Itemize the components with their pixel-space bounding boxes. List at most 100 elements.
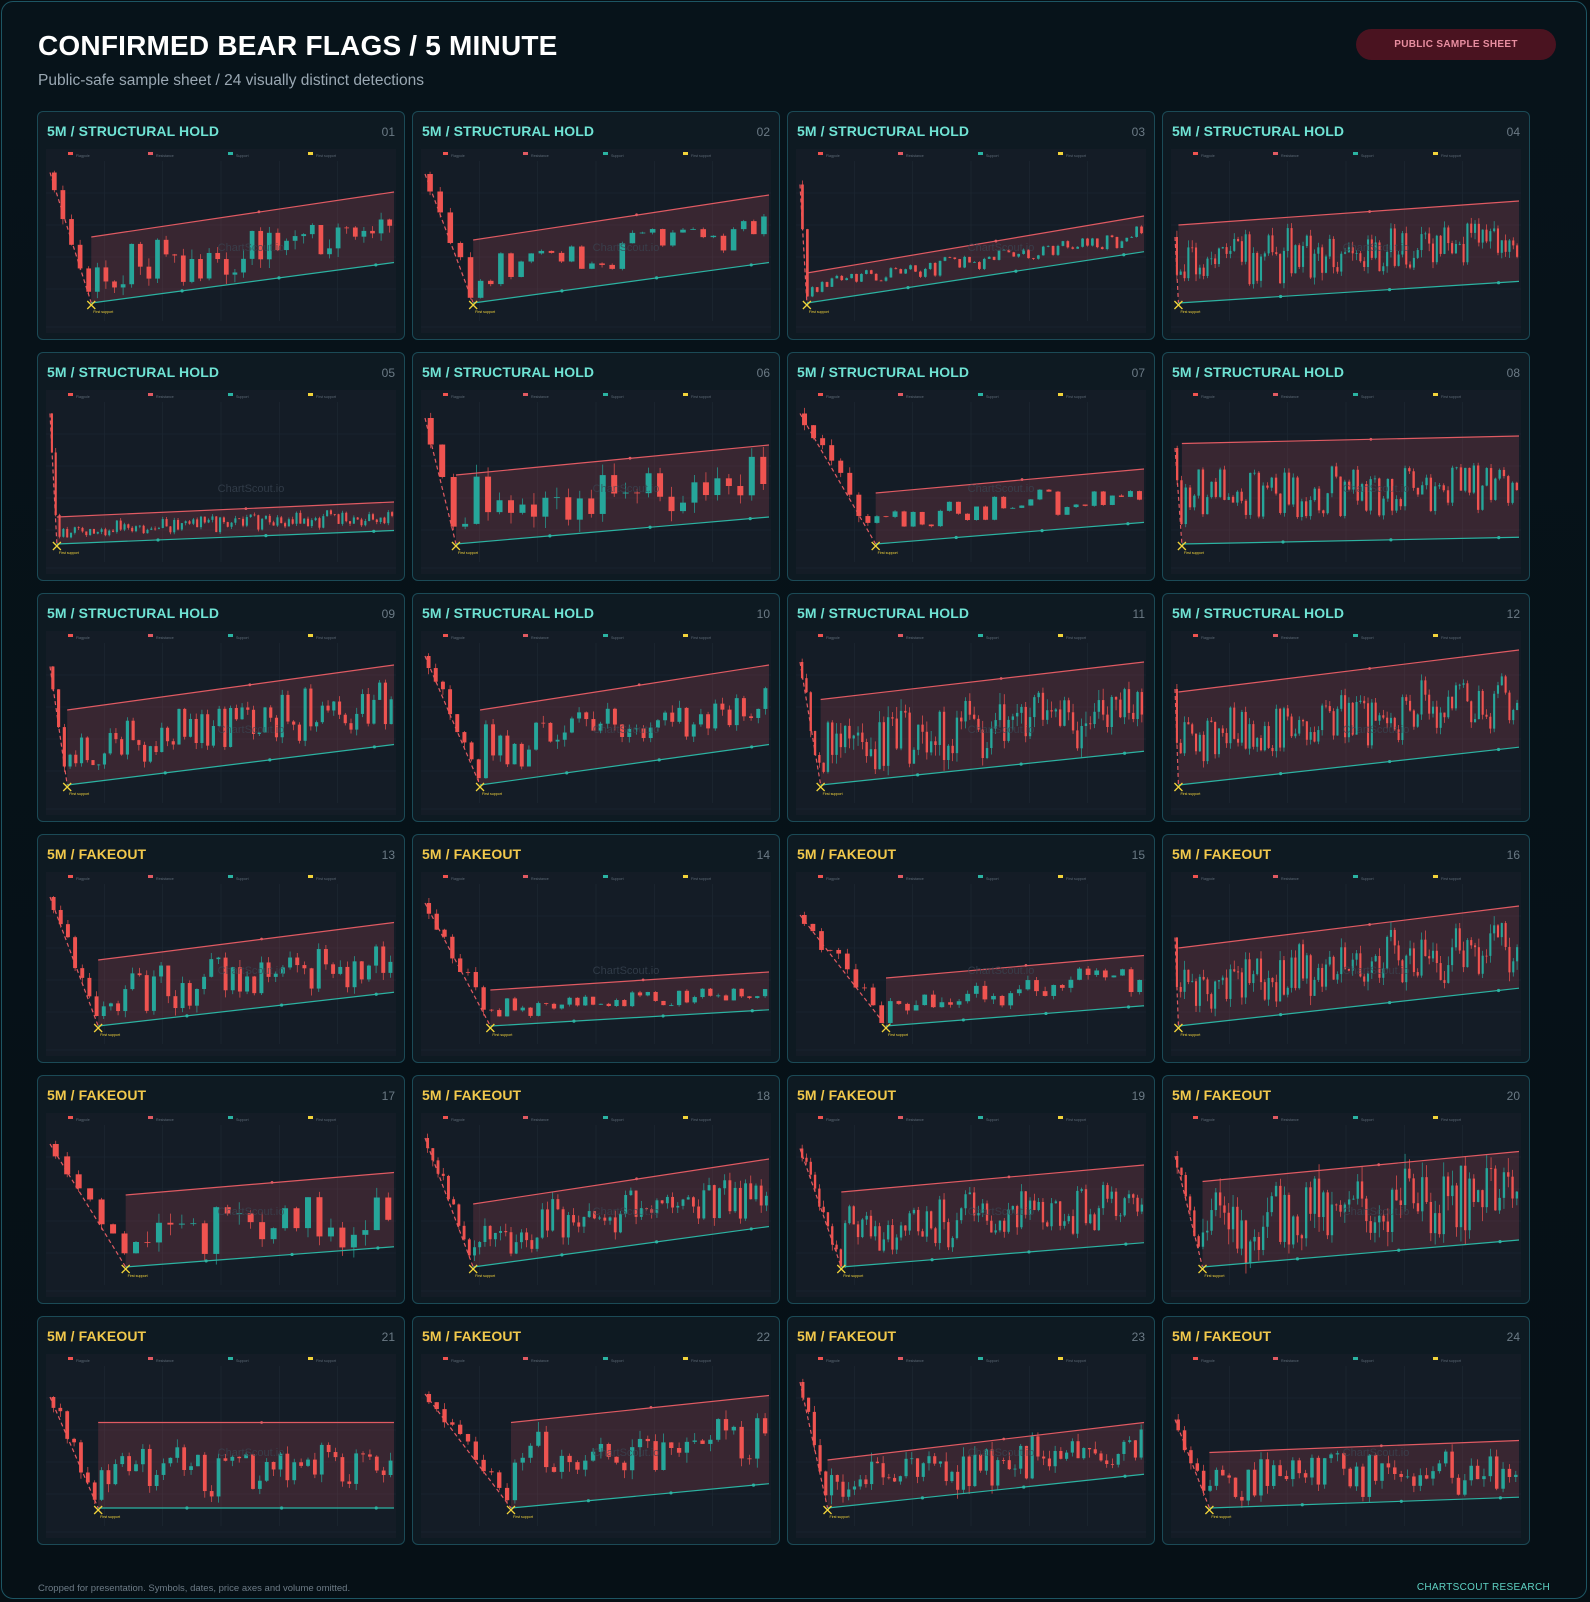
watermark: ChartScout.io [218, 724, 285, 736]
candle-body [551, 1467, 557, 1472]
candle-body [312, 1459, 317, 1475]
candle-body [196, 1454, 200, 1467]
candle-body [1007, 719, 1010, 741]
candle-body [222, 517, 225, 523]
candle-body [1233, 707, 1236, 739]
candle-body [1051, 245, 1055, 255]
candle-body [977, 718, 980, 730]
candle-body [700, 229, 707, 238]
candle-body [194, 718, 198, 743]
candle-body [349, 723, 353, 730]
candle-body [1257, 472, 1261, 517]
candle-body [865, 1215, 868, 1220]
first-support-label: First support [69, 792, 89, 796]
candle-body [1179, 742, 1182, 754]
candlestick-chart: Flagpole Resistance Support First supportFi… [1171, 1113, 1521, 1297]
candle-body [151, 976, 156, 1011]
candle-body [910, 511, 916, 527]
candle-body [1355, 953, 1358, 960]
candle-body [1347, 1199, 1351, 1205]
candle-body [680, 229, 686, 233]
flagpole-line [424, 173, 474, 304]
candle-body [1019, 505, 1025, 508]
legend-swatch [1273, 393, 1278, 396]
candle-body [605, 708, 610, 724]
candle-body [1091, 491, 1097, 506]
candle-body [285, 1453, 290, 1481]
candle-body [747, 1458, 752, 1460]
candle-body [1356, 469, 1359, 501]
candle-body [1240, 972, 1243, 998]
legend-swatch [603, 634, 608, 637]
candle-body [209, 1491, 214, 1497]
candle-body [1003, 1220, 1006, 1232]
chart-panel: 5M / FAKEOUT 14 Flagpole Resistance Support F… [412, 834, 780, 1063]
candle-body [130, 973, 135, 990]
candle-body [1429, 477, 1433, 511]
candle-body [1041, 692, 1045, 720]
candle-body [1409, 948, 1412, 956]
candle-body [856, 732, 860, 736]
candle-body [1236, 1206, 1239, 1249]
candle-body [886, 1225, 890, 1240]
legend-swatch [68, 875, 73, 878]
panel-title: 5M / FAKEOUT [797, 1087, 897, 1103]
candle-body [934, 741, 937, 745]
candle-body [840, 275, 844, 281]
candle-body [1374, 956, 1377, 962]
candle-body [559, 1004, 564, 1009]
candle-body [1217, 248, 1221, 265]
candle-body [928, 262, 932, 269]
candle-body [998, 704, 1002, 721]
candle-body [528, 1445, 533, 1458]
candle-body [512, 998, 518, 1011]
candle-body [1120, 969, 1125, 976]
candle-body [144, 975, 149, 1011]
candle-body [1317, 967, 1320, 980]
first-support-label: First support [100, 1515, 120, 1519]
legend-swatch [1058, 634, 1063, 637]
legend-swatch [68, 1116, 73, 1119]
legend-swatch [603, 152, 608, 155]
candle-body [1116, 1453, 1120, 1465]
candle-body [1210, 1210, 1213, 1231]
candle-body [491, 724, 496, 756]
candle-body [1105, 235, 1109, 250]
candle-body [1378, 1215, 1381, 1223]
page-subtitle: Public-safe sample sheet / 24 visually d… [38, 72, 424, 89]
legend-label: Resistance [906, 395, 924, 399]
candle-body [1128, 1440, 1132, 1442]
candle-body [309, 968, 314, 989]
candle-body [1097, 1208, 1101, 1231]
candle-body [119, 520, 122, 530]
resistance-line [455, 444, 770, 476]
candle-body [946, 501, 952, 511]
candle-body [108, 530, 111, 536]
candle-body [175, 1447, 180, 1458]
candle-body [96, 531, 99, 534]
resistance-line [473, 1158, 770, 1205]
legend-swatch [1273, 1357, 1278, 1360]
candle-body [998, 1220, 1002, 1231]
candle-body [869, 749, 873, 757]
candle-body [653, 1441, 658, 1470]
legend-swatch [228, 875, 233, 878]
candle-body [1054, 1201, 1058, 1204]
candle-body [1395, 1189, 1398, 1201]
candle-body [1025, 980, 1031, 990]
candle-body [893, 1477, 897, 1482]
candle-body [1456, 1477, 1461, 1495]
candle-body [102, 753, 107, 765]
candle-body [1494, 478, 1497, 500]
candle-body [51, 666, 55, 690]
candle-body [1015, 712, 1019, 717]
candle-body [1399, 1200, 1402, 1206]
candle-body [826, 722, 830, 772]
candle-body [1360, 484, 1364, 501]
legend-swatch [523, 1116, 528, 1119]
candle-body [241, 518, 245, 526]
candle-body [1393, 929, 1396, 946]
legend-label: Resistance [156, 636, 174, 640]
legend-label: Resistance [906, 1359, 924, 1363]
candle-body [154, 746, 158, 753]
